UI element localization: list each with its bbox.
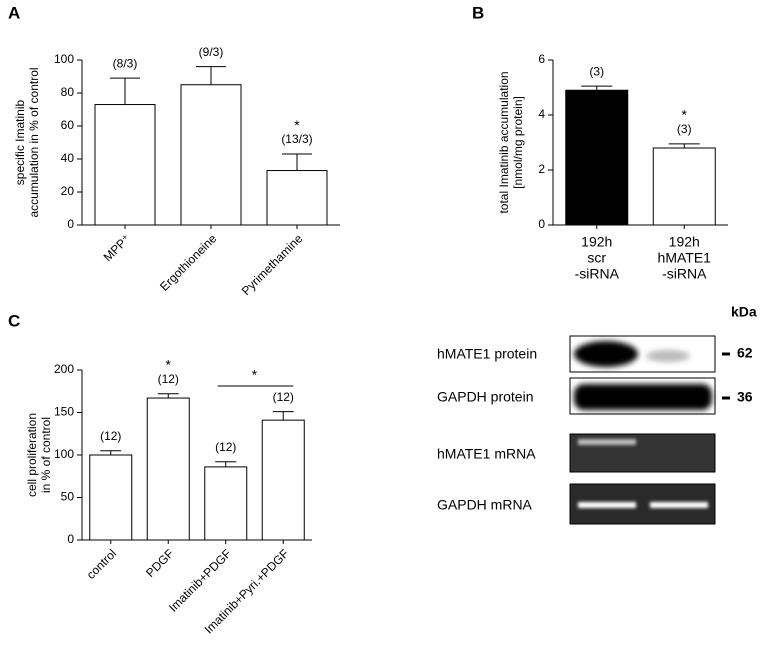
y-axis-label-line: specific Imatinib [13,99,27,185]
x-tick-label: 192h [581,234,612,250]
bar [89,454,133,541]
x-tick-label: -siRNA [662,266,707,282]
error-bar [110,77,140,105]
marker-label: 62 [737,345,753,361]
y-axis-label: specific Imatinibaccumulation in % of co… [13,67,41,217]
x-tick-label: MPP⁺ [101,231,134,264]
band [650,502,708,508]
y-tick-label: 0 [538,217,545,231]
blot-label: hMATE1 protein [437,346,537,362]
y-axis-label-line: [nmol/mg protein] [511,96,525,189]
y-tick-label: 150 [54,405,74,419]
error-bar [215,461,237,467]
annotation: (12) [158,372,179,386]
error-bar [668,143,700,148]
y-axis-label-line: total Imatinib accumulation [497,71,511,213]
error-bar [581,85,613,91]
blot-panel: kDa hMATE1 protein GAPDH protein hMATE1 … [437,304,757,525]
marker-label: 36 [737,389,753,405]
significance: * [252,367,258,383]
bar [94,104,156,226]
band [574,384,712,410]
blot-label: GAPDH protein [437,389,533,405]
bar [261,419,305,541]
x-tick-label: 192h [669,234,700,250]
y-tick-label: 2 [538,162,545,176]
y-axis-label-line: in % of control [39,417,53,493]
unit-label: kDa [731,304,757,320]
annotation: (12) [100,429,121,443]
annotation: (13/3) [281,132,312,146]
error-bar [272,411,294,421]
significance: * [166,357,172,373]
significance: * [294,117,300,133]
x-tick-label: Pyrimethamine [239,231,306,298]
y-axis-label-line: cell proliferation [25,413,39,497]
panel-letter: C [8,311,20,330]
y-tick-label: 100 [54,447,74,461]
y-tick-label: 20 [61,184,75,198]
annotation: (12) [215,440,236,454]
blot-label: GAPDH mRNA [437,497,533,513]
x-tick-label: hMATE1 [658,250,712,266]
x-tick-label: scr [587,250,606,266]
bar [180,84,242,226]
y-axis-label-line: accumulation in % of control [27,67,41,217]
y-axis-label: total Imatinib accumulation[nmol/mg prot… [497,71,525,213]
x-tick-label: control [84,546,119,581]
bar [146,397,190,541]
bar [204,466,248,541]
x-tick-label: PDGF [143,546,176,579]
error-bar [100,450,122,455]
band [646,350,690,362]
y-tick-label: 60 [61,118,75,132]
annotation: (3) [589,64,604,78]
y-tick-label: 4 [538,107,545,121]
y-tick-label: 0 [67,532,74,546]
y-tick-label: 6 [538,52,545,66]
y-tick-label: 100 [54,52,74,66]
bar [266,170,328,226]
panel-letter: B [472,3,484,22]
y-tick-label: 200 [54,362,74,376]
annotation: (8/3) [113,56,138,70]
error-bar [282,153,312,171]
x-tick-label: Ergothioneine [157,231,219,293]
bar [652,147,716,226]
y-axis-label: cell proliferationin % of control [25,413,53,497]
y-tick-label: 0 [67,217,74,231]
panel-letter: A [8,3,20,22]
x-tick-label: -siRNA [575,266,620,282]
annotation: (12) [273,390,294,404]
annotation: (3) [677,122,692,136]
band [578,502,636,508]
gel-box [569,433,716,473]
band [574,341,638,367]
bar [565,89,629,226]
significance: * [682,107,688,123]
blot-label: hMATE1 mRNA [437,446,536,462]
error-bar [157,393,179,399]
band [578,439,636,445]
y-tick-label: 80 [61,85,75,99]
y-tick-label: 40 [61,151,75,165]
error-bar [196,66,226,85]
annotation: (9/3) [199,45,224,59]
y-tick-label: 50 [61,490,75,504]
